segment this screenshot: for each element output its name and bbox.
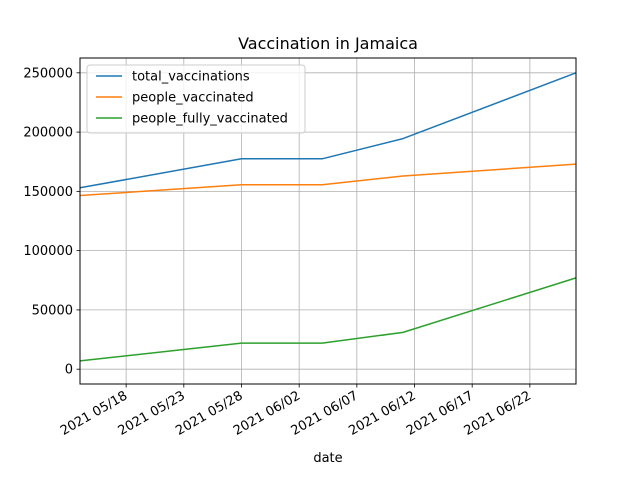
plot-frame <box>79 57 577 385</box>
y-axis-ticks: 0 50000 100000 150000 200000 250000 <box>23 66 80 378</box>
legend-box <box>86 64 306 134</box>
y-tick-label: 50000 <box>32 303 73 318</box>
series-line-people-vaccinated <box>79 163 577 197</box>
legend-label: total_vaccinations <box>132 70 250 85</box>
y-tick-label: 150000 <box>23 185 73 200</box>
series-line-people-fully-vaccinated <box>79 277 577 362</box>
x-axis-title: date <box>313 451 342 466</box>
series-line-total-vaccinations <box>79 72 577 189</box>
series-lines <box>79 72 577 362</box>
chart-title: Vaccination in Jamaica <box>238 34 418 53</box>
y-tick-label: 100000 <box>23 244 73 259</box>
legend: total_vaccinations people_vaccinatedpeopl… <box>86 64 306 134</box>
y-tick-label: 250000 <box>23 66 73 81</box>
legend-label: people_vaccinated <box>132 91 254 106</box>
legend-label: people_fully_vaccinated <box>132 112 288 127</box>
y-tick-label: 0 <box>65 363 73 378</box>
y-tick-label: 200000 <box>23 126 73 141</box>
